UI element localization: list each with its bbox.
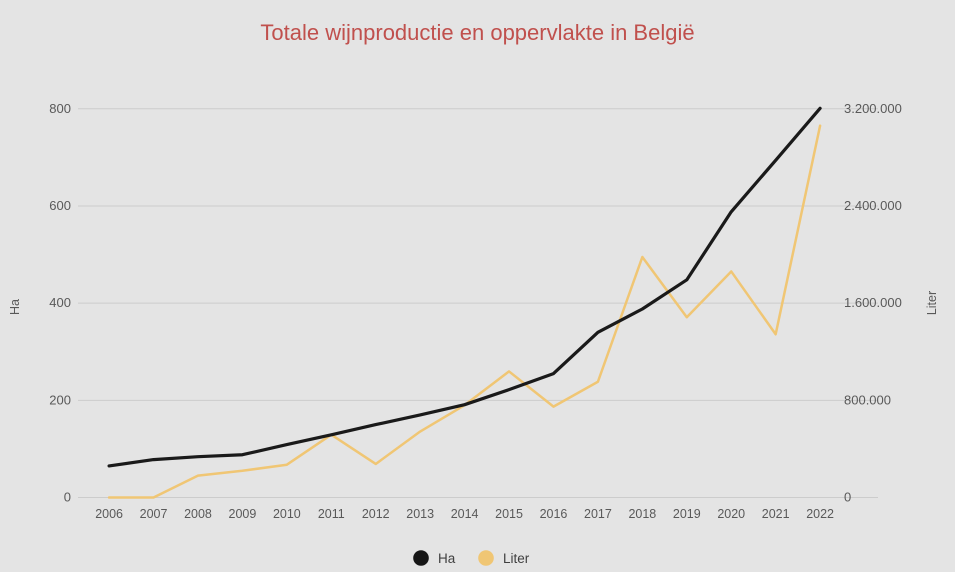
svg-text:Liter: Liter bbox=[503, 551, 530, 566]
svg-text:2018: 2018 bbox=[628, 507, 656, 521]
svg-text:2.400.000: 2.400.000 bbox=[844, 198, 902, 213]
svg-text:2009: 2009 bbox=[229, 507, 257, 521]
svg-text:3.200.000: 3.200.000 bbox=[844, 101, 902, 116]
svg-text:2007: 2007 bbox=[140, 507, 168, 521]
svg-text:2021: 2021 bbox=[762, 507, 790, 521]
svg-text:2008: 2008 bbox=[184, 507, 212, 521]
svg-text:2016: 2016 bbox=[540, 507, 568, 521]
svg-text:2014: 2014 bbox=[451, 507, 479, 521]
svg-text:2010: 2010 bbox=[273, 507, 301, 521]
svg-text:2006: 2006 bbox=[95, 507, 123, 521]
svg-text:2017: 2017 bbox=[584, 507, 612, 521]
svg-text:0: 0 bbox=[844, 490, 851, 505]
svg-text:200: 200 bbox=[49, 392, 71, 407]
svg-text:2019: 2019 bbox=[673, 507, 701, 521]
svg-text:2011: 2011 bbox=[318, 507, 345, 521]
svg-text:2022: 2022 bbox=[806, 507, 834, 521]
svg-text:Liter: Liter bbox=[925, 291, 939, 315]
svg-text:0: 0 bbox=[64, 490, 71, 505]
svg-text:Ha: Ha bbox=[8, 299, 22, 315]
svg-text:800: 800 bbox=[49, 101, 71, 116]
svg-text:1.600.000: 1.600.000 bbox=[844, 295, 902, 310]
svg-text:400: 400 bbox=[49, 295, 71, 310]
svg-text:2020: 2020 bbox=[717, 507, 745, 521]
svg-text:800.000: 800.000 bbox=[844, 392, 891, 407]
svg-text:2013: 2013 bbox=[406, 507, 434, 521]
svg-text:600: 600 bbox=[49, 198, 71, 213]
svg-text:2012: 2012 bbox=[362, 507, 390, 521]
svg-text:Ha: Ha bbox=[438, 551, 456, 566]
svg-text:2015: 2015 bbox=[495, 507, 523, 521]
